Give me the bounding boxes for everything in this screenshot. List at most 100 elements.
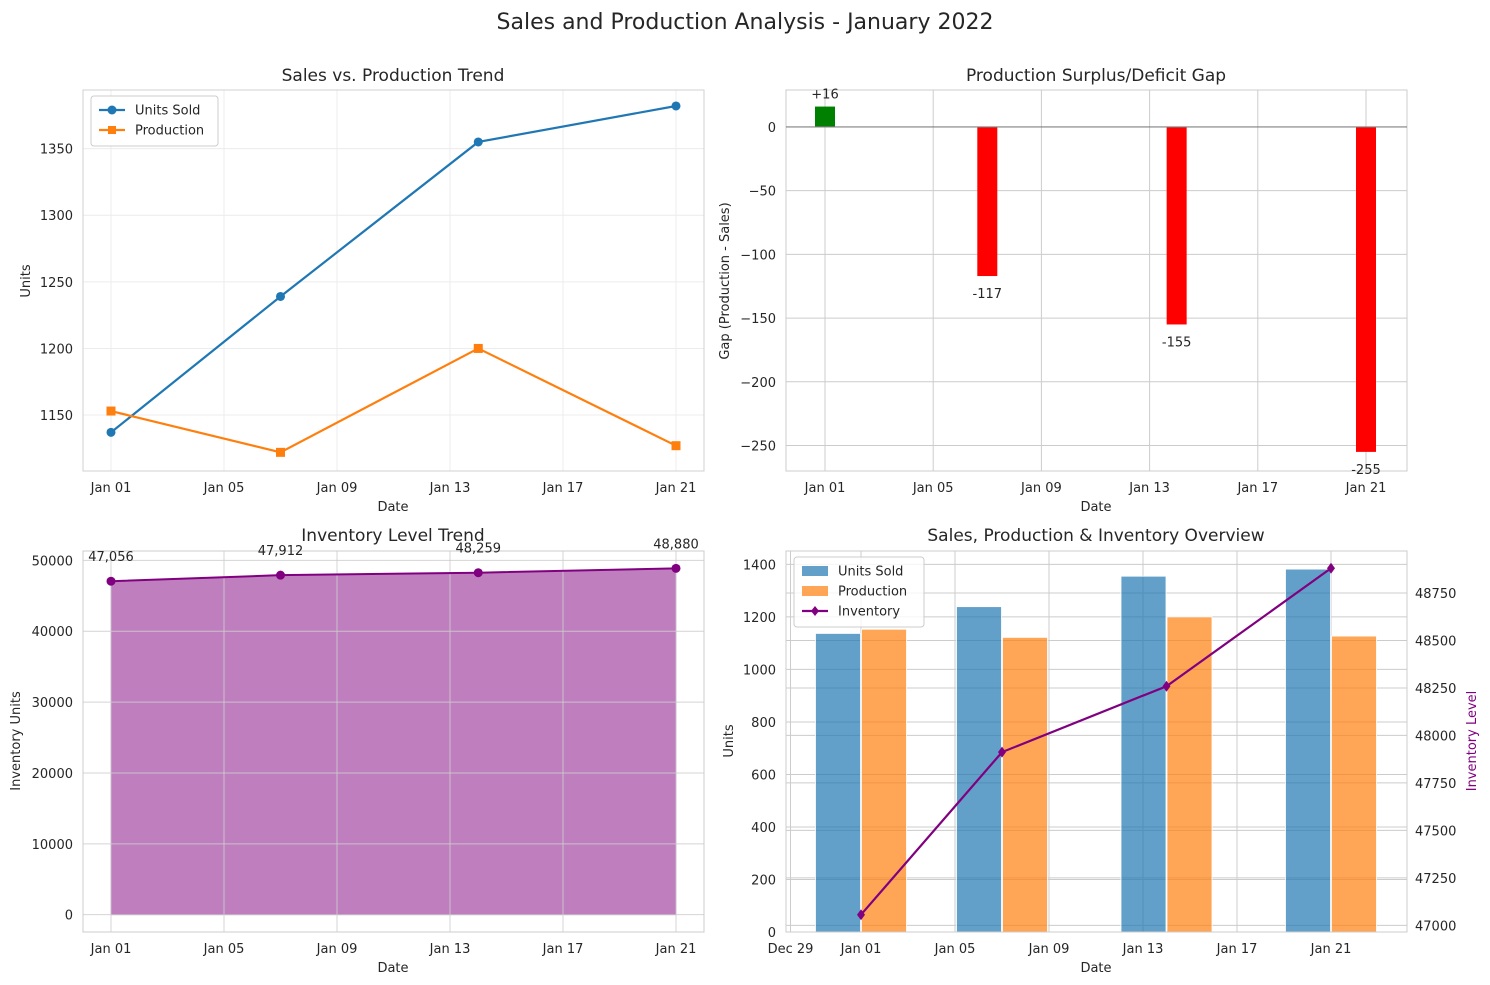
gap-xtick-label: Jan 17 [1236, 481, 1278, 496]
overview-y2tick-label: 48000 [1415, 729, 1456, 744]
trend-point [276, 291, 285, 301]
inventory-point-label: 47,056 [88, 550, 134, 565]
overview-frame [785, 550, 1408, 933]
overview-y2tick-label: 48750 [1415, 587, 1456, 602]
gap-xlabel: Date [1080, 500, 1111, 515]
trend-legend-label: Units Sold [135, 104, 200, 119]
inventory-frame [82, 550, 705, 933]
trend-frame [82, 89, 705, 472]
gap-bar [1356, 126, 1376, 452]
trend-ytick-label: 1350 [40, 143, 73, 158]
overview-xtick-label: Jan 17 [1216, 942, 1258, 957]
overview-legend-swatch [802, 586, 828, 596]
trend-series-line-0 [110, 104, 677, 434]
trend-legend: Units Sold Production [90, 95, 219, 147]
overview-bar-0 [1120, 575, 1167, 933]
inventory-point [473, 568, 483, 578]
overview-inventory-point [1162, 680, 1171, 692]
overview-ytick-label: 1200 [743, 611, 776, 626]
trend-point [106, 406, 116, 416]
gap-xtick-label: Jan 05 [912, 481, 954, 496]
trend-ytick-label: 1250 [40, 276, 73, 291]
trend-series-line-1 [110, 347, 677, 454]
inventory-xtick-label: Jan 17 [542, 942, 584, 957]
overview-xlabel: Date [1080, 961, 1111, 976]
trend-title: Sales vs. Production Trend [282, 66, 505, 86]
overview-legend: Units Sold Production Inventory [793, 556, 925, 628]
overview-ytick-label: 0 [768, 926, 776, 941]
trend-legend-label: Production [135, 124, 204, 139]
trend-ytick-label: 1300 [40, 209, 73, 224]
inventory-xlabel: Date [377, 961, 408, 976]
inventory-ytick-label: 20000 [32, 767, 73, 782]
inventory-xtick-label: Jan 01 [90, 942, 132, 957]
trend-xtick-label: Jan 13 [429, 481, 471, 496]
inventory-point-label: 47,912 [258, 544, 304, 559]
overview-inventory-point [1327, 562, 1335, 574]
inventory-ylabel: Inventory Units [9, 691, 24, 791]
overview-ytick-label: 200 [751, 873, 776, 888]
inventory-ytick-label: 30000 [32, 696, 73, 711]
overview-ytick-label: 600 [751, 768, 776, 783]
overview-y2tick-label: 47250 [1415, 872, 1456, 887]
gap-bar [815, 106, 835, 127]
trend-xlabel: Date [377, 500, 408, 515]
overview-ytick-label: 1400 [743, 558, 776, 573]
overview-inventory-point [857, 909, 865, 921]
overview-bar-0 [1285, 568, 1331, 933]
gap-xtick-label: Jan 13 [1128, 481, 1170, 496]
gap-title: Production Surplus/Deficit Gap [966, 66, 1226, 86]
overview-legend-label: Production [838, 585, 907, 600]
overview-y2tick-label: 47000 [1415, 919, 1456, 934]
overview-xtick-label: Jan 05 [934, 942, 976, 957]
trend-ytick-label: 1150 [40, 409, 73, 424]
trend-legend-marker [107, 105, 117, 115]
gap-ytick-label: 0 [768, 121, 776, 136]
overview-panel: Sales, Production & Inventory Overview D… [722, 526, 1480, 976]
inventory-line [110, 567, 677, 583]
inventory-xtick-label: Jan 13 [429, 942, 471, 957]
gap-xtick-label: Jan 21 [1345, 481, 1387, 496]
overview-xtick-label: Jan 01 [840, 942, 882, 957]
trend-point [473, 343, 483, 353]
overview-y2tick-label: 48500 [1415, 634, 1456, 649]
overview-xtick-label: Jan 09 [1028, 942, 1070, 957]
inventory-ytick-label: 50000 [32, 554, 73, 569]
gap-grid [786, 90, 1407, 471]
overview-xtick-label: Jan 13 [1122, 942, 1164, 957]
gap-xtick-label: Jan 01 [804, 481, 846, 496]
figure-title: Sales and Production Analysis - January … [497, 10, 994, 35]
overview-ytick-label: 400 [751, 821, 776, 836]
gap-ytick-label: −150 [740, 312, 776, 327]
sales-production-trend-panel: Sales vs. Production Trend Date Units 11… [19, 66, 705, 515]
gap-bar [977, 126, 998, 277]
overview-title: Sales, Production & Inventory Overview [927, 526, 1264, 546]
inventory-panel: Inventory Level Trend Date Inventory Uni… [9, 526, 705, 976]
gap-panel: Production Surplus/Deficit Gap Date Gap … [718, 66, 1408, 515]
gap-bar-label: -155 [1162, 335, 1192, 350]
trend-xtick-label: Jan 09 [316, 481, 358, 496]
gap-xtick-label: Jan 09 [1020, 481, 1062, 496]
gap-ytick-label: −100 [740, 248, 776, 263]
overview-xtick-label: Jan 21 [1310, 942, 1352, 957]
inventory-area [110, 567, 677, 916]
gap-frame [785, 89, 1408, 472]
trend-xtick-label: Jan 17 [542, 481, 584, 496]
gap-bar-label: -255 [1351, 463, 1381, 478]
overview-bar-1 [1002, 636, 1048, 933]
overview-y2tick-label: 47750 [1415, 777, 1456, 792]
overview-bar-0 [815, 633, 861, 933]
overview-legend-swatch [802, 566, 828, 576]
trend-xtick-label: Jan 01 [90, 481, 132, 496]
trend-point [106, 427, 116, 437]
trend-xtick-label: Jan 21 [655, 481, 697, 496]
inventory-point [276, 570, 285, 580]
trend-point [473, 137, 483, 147]
overview-y2tick-label: 48250 [1415, 682, 1456, 697]
inventory-xtick-label: Jan 05 [203, 942, 245, 957]
overview-ytick-label: 1000 [743, 663, 776, 678]
trend-legend-marker [108, 126, 116, 134]
trend-point [671, 101, 681, 111]
inventory-ytick-label: 10000 [32, 838, 73, 853]
